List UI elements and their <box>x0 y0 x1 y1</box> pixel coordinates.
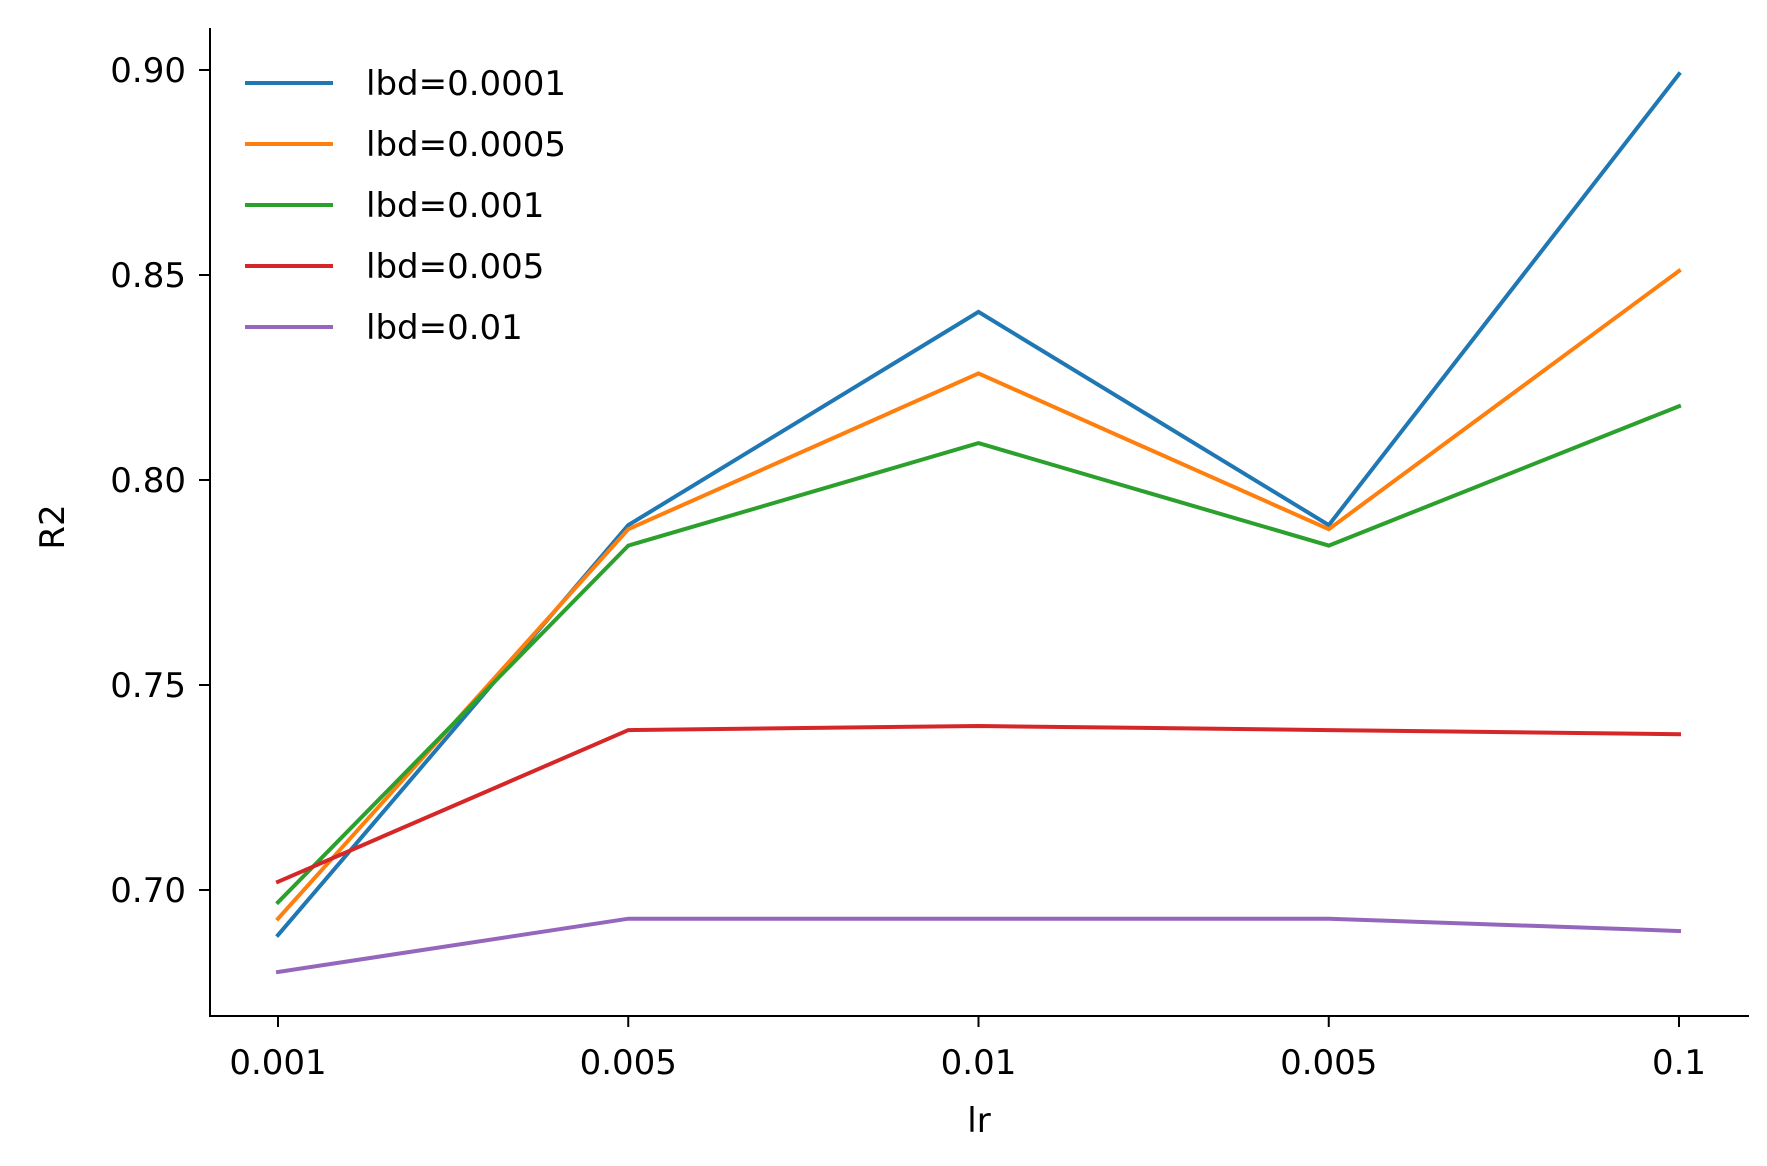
legend-label: lbd=0.0005 <box>366 125 566 165</box>
x-tick-label: 0.005 <box>580 1043 677 1083</box>
series-line-3 <box>275 723 1682 885</box>
x-tick-label: 0.1 <box>1652 1043 1706 1083</box>
y-tick-label: 0.90 <box>110 51 186 91</box>
x-axis-label: lr <box>967 1101 990 1141</box>
y-axis-label: R2 <box>33 504 73 549</box>
y-ticks: 0.70 0.75 0.80 0.85 0.90 <box>110 51 210 911</box>
y-tick-label: 0.75 <box>110 666 186 706</box>
legend: lbd=0.0001 lbd=0.0005 lbd=0.001 lbd=0.005 lb… <box>245 64 566 348</box>
y-tick-label: 0.80 <box>110 461 186 501</box>
series-line-2 <box>275 403 1682 906</box>
series-line-1 <box>275 268 1682 922</box>
y-tick-label: 0.70 <box>110 871 186 911</box>
y-tick-label: 0.85 <box>110 256 186 296</box>
x-tick-label: 0.005 <box>1280 1043 1377 1083</box>
legend-label: lbd=0.001 <box>366 186 544 226</box>
axes <box>209 28 1749 1017</box>
x-tick-label: 0.001 <box>229 1043 326 1083</box>
x-ticks: 0.001 0.005 0.01 0.005 0.1 <box>229 1016 1706 1083</box>
plot-area <box>275 71 1682 975</box>
legend-label: lbd=0.01 <box>366 308 523 348</box>
legend-label: lbd=0.0001 <box>366 64 566 104</box>
x-tick-label: 0.01 <box>941 1043 1017 1083</box>
series-line-4 <box>275 916 1682 975</box>
legend-label: lbd=0.005 <box>366 247 544 287</box>
